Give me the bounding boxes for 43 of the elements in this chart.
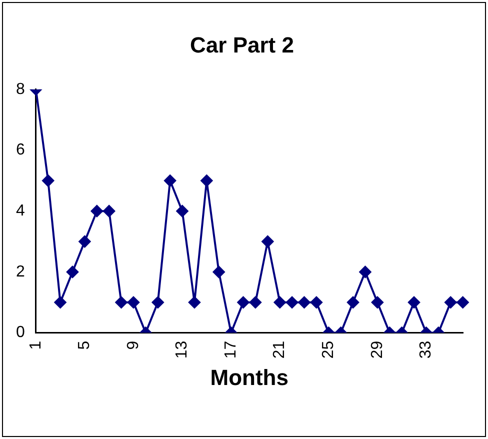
point [347,296,360,308]
y-tick-label: 4 [16,202,25,220]
x-axis-title: Months [210,364,288,390]
point [115,296,128,308]
x-tick-label: 29 [368,340,386,359]
point [310,296,322,308]
point [188,296,200,308]
point [298,296,310,308]
point [176,205,188,218]
x-tick-label: 1 [27,340,44,350]
point [212,266,225,278]
point [66,266,78,278]
point [286,296,298,308]
x-tick-label: 33 [418,340,435,359]
point [359,266,372,278]
point [262,236,274,248]
point [103,205,116,218]
x-tick-label: 17 [222,340,240,359]
point [444,296,457,308]
y-tick-label: 6 [16,142,25,159]
point [152,296,164,308]
point [237,296,250,308]
point [274,296,286,308]
x-tick-label: 21 [271,340,288,359]
point [456,296,469,308]
point [42,174,54,187]
point [164,174,176,187]
point [408,296,420,308]
y-tick-label: 0 [16,324,25,342]
point [127,296,140,308]
x-tick-label: 13 [174,340,191,359]
x-tick-label: 5 [76,340,94,350]
point [371,296,384,308]
x-tick-label: 25 [320,340,338,359]
y-tick-label: 8 [16,80,25,98]
chart-title: Car Part 2 [190,32,294,58]
y-tick-label: 2 [16,263,25,280]
x-tick-label: 9 [124,340,142,350]
point [200,174,213,187]
point [78,236,91,248]
point [90,205,103,218]
point [249,296,262,308]
point [54,296,66,308]
